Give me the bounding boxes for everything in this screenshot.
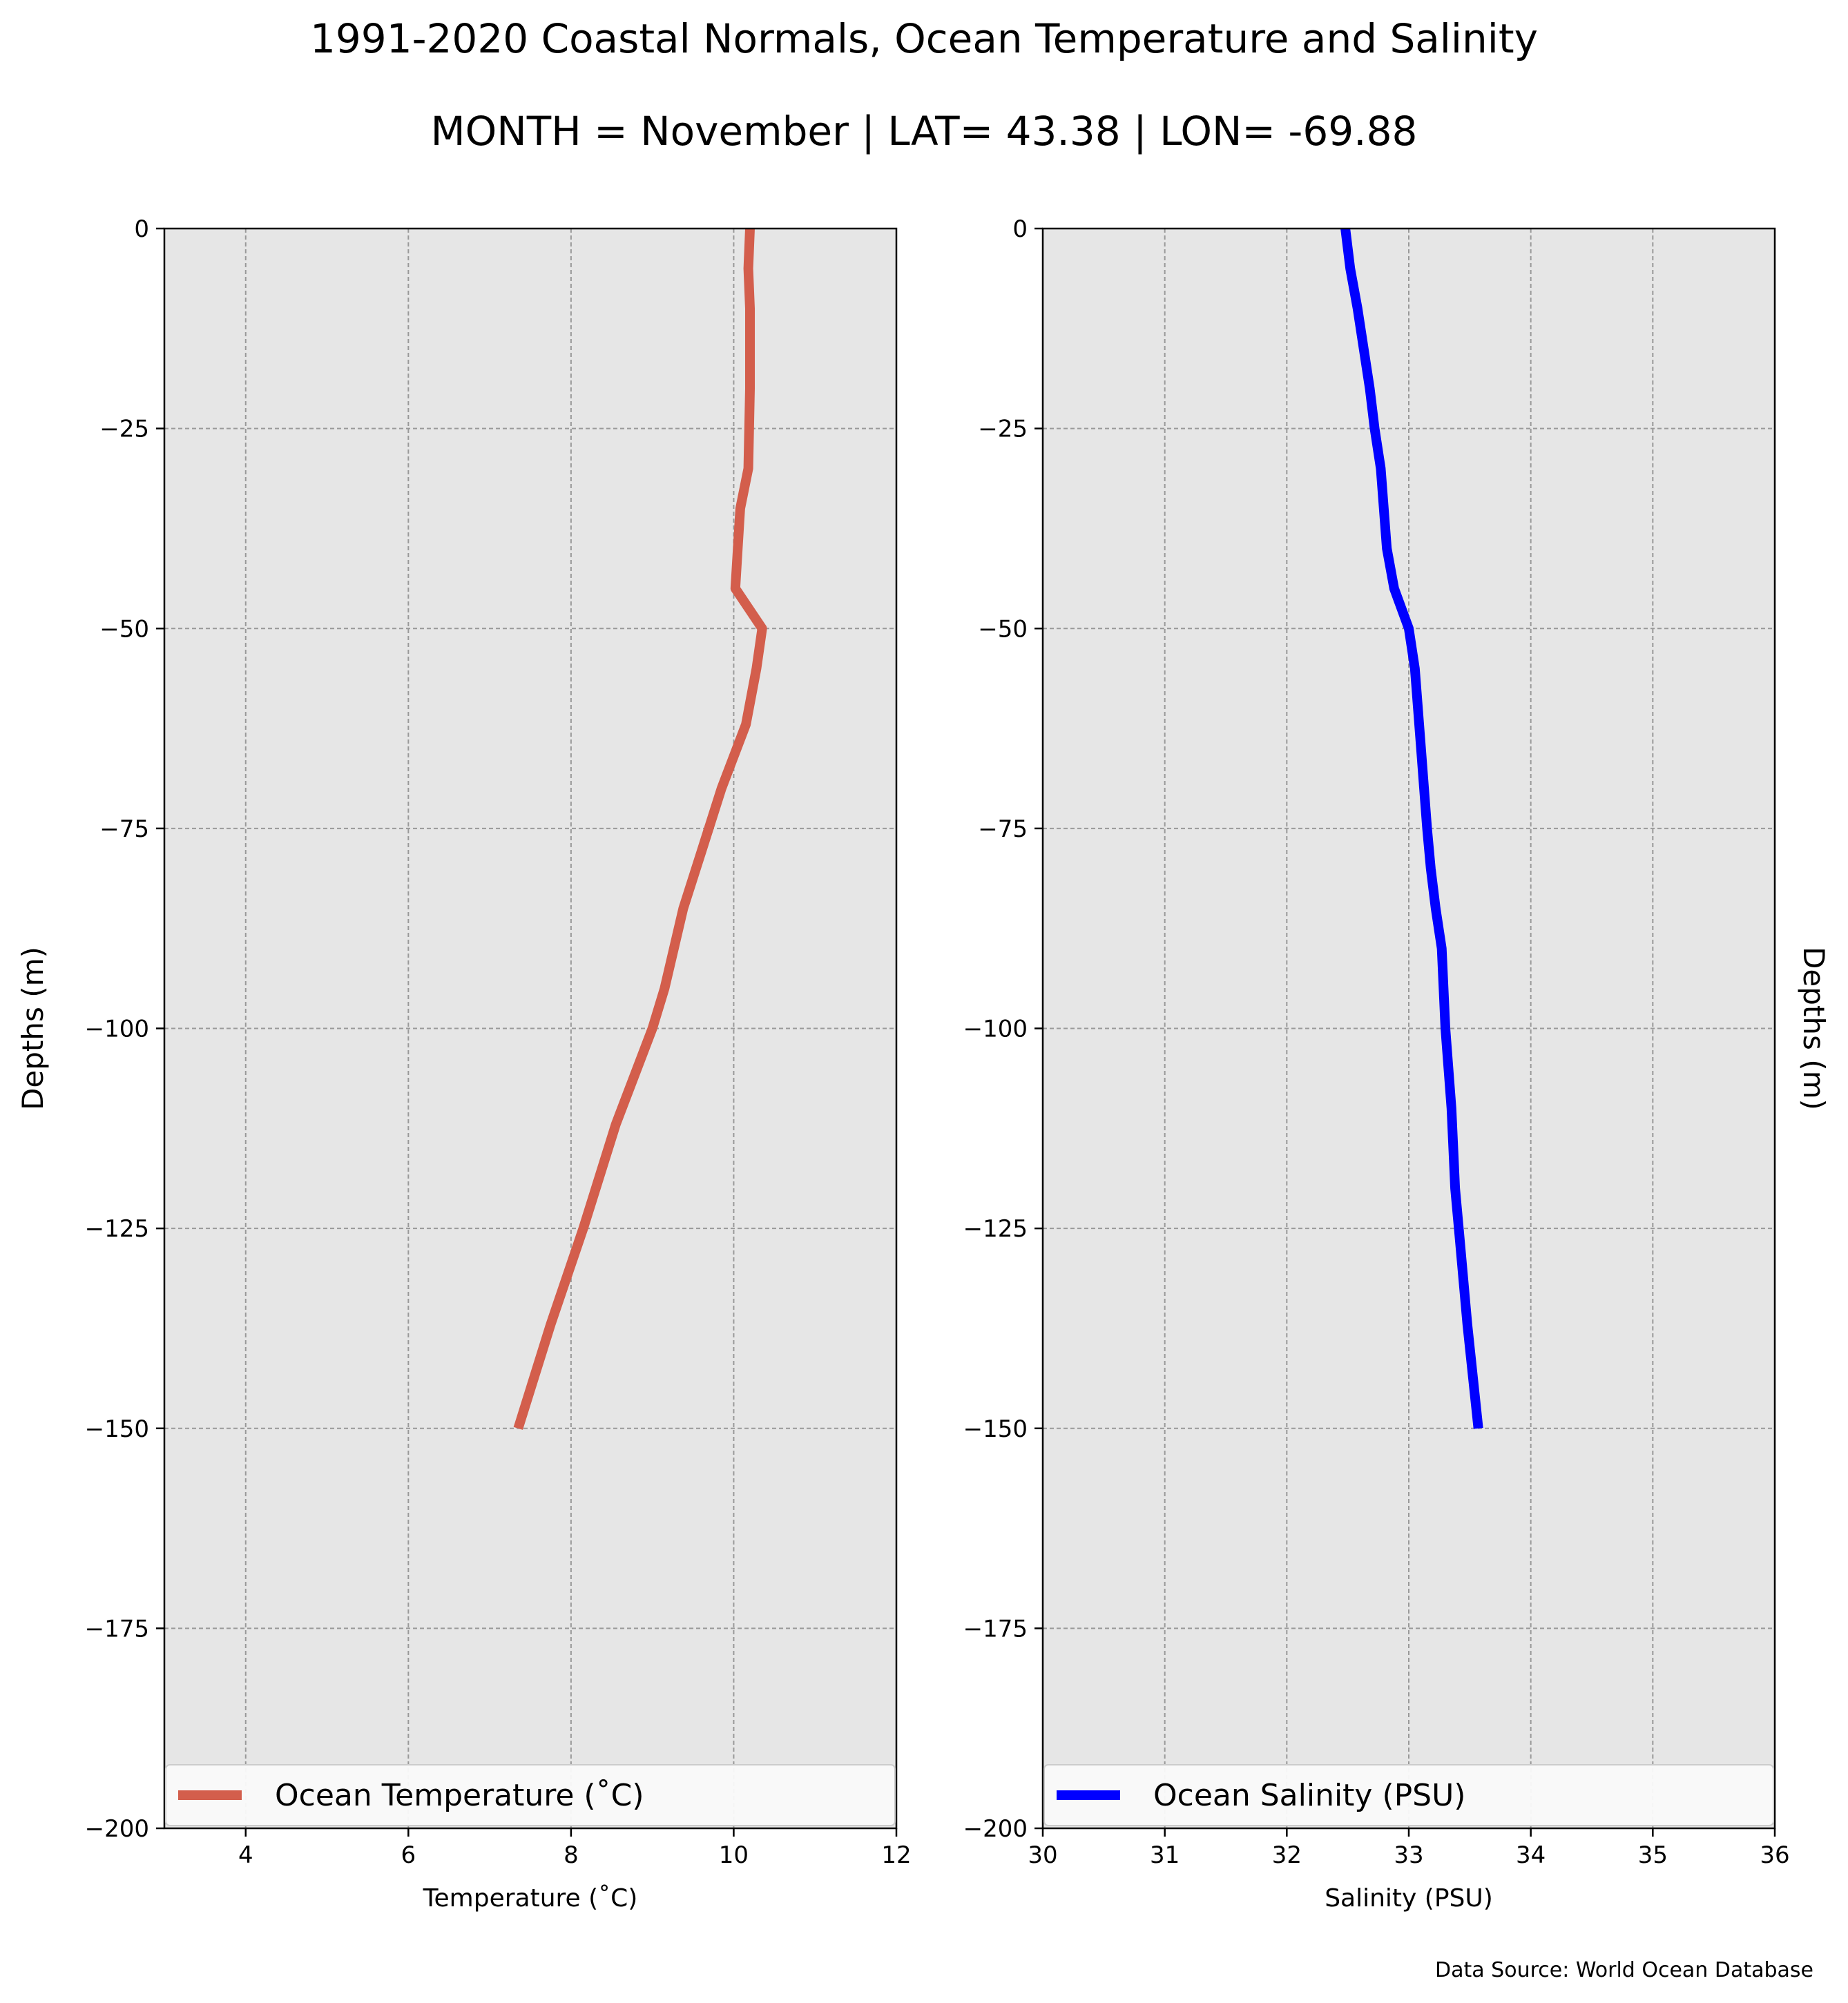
y-tick-label: −100 — [85, 1016, 149, 1043]
y-tick-label: −150 — [85, 1415, 149, 1443]
y-tick-label: −50 — [978, 615, 1028, 643]
y-tick-label: −175 — [85, 1615, 149, 1643]
y-tick-label: −125 — [85, 1215, 149, 1243]
chart-title: 1991-2020 Coastal Normals, Ocean Tempera… — [310, 15, 1538, 62]
salinity-panel: 30 31 32 33 34 35 36 0 −25 −50 −75 −100 −125 −150 −175… — [963, 215, 1831, 1913]
x-tick-label: 4 — [238, 1841, 253, 1869]
legend-label: Ocean Temperature (˚C) — [275, 1778, 644, 1813]
legend: Ocean Salinity (PSU) — [1043, 1764, 1774, 1826]
y-tick-label: −150 — [963, 1415, 1028, 1443]
chart-subtitle: MONTH = November | LAT= 43.38 | LON= -69… — [430, 108, 1418, 155]
y-tick-label: −75 — [99, 815, 149, 843]
y-tick-label: −100 — [963, 1016, 1028, 1043]
x-tick-label: 6 — [401, 1841, 416, 1869]
legend-label: Ocean Salinity (PSU) — [1153, 1778, 1465, 1813]
x-tick-label: 33 — [1394, 1841, 1423, 1869]
x-tick-label: 8 — [564, 1841, 579, 1869]
x-axis-label: Salinity (PSU) — [1325, 1884, 1493, 1913]
x-tick-label: 35 — [1638, 1841, 1668, 1869]
legend-box — [165, 1764, 896, 1826]
x-tick-label: 31 — [1150, 1841, 1180, 1869]
x-tick-label: 10 — [719, 1841, 749, 1869]
y-axis-label: Depths (m) — [1797, 947, 1831, 1110]
x-tick-label: 36 — [1760, 1841, 1789, 1869]
y-tick-label: −200 — [963, 1815, 1028, 1843]
legend: Ocean Temperature (˚C) — [165, 1764, 896, 1826]
x-tick-label: 30 — [1028, 1841, 1057, 1869]
y-tick-label: −50 — [99, 615, 149, 643]
x-tick-label: 34 — [1516, 1841, 1546, 1869]
y-tick-label: −175 — [963, 1615, 1028, 1643]
y-tick-label: 0 — [134, 215, 149, 243]
y-tick-label: 0 — [1012, 215, 1028, 243]
y-axis-label: Depths (m) — [16, 947, 50, 1110]
y-tick-label: −25 — [99, 416, 149, 443]
x-tick-label: 12 — [881, 1841, 911, 1869]
x-axis-label: Temperature (˚C) — [423, 1884, 638, 1913]
y-tick-label: −200 — [85, 1815, 149, 1843]
data-source-note: Data Source: World Ocean Database — [1435, 1958, 1813, 1982]
legend-box — [1043, 1764, 1774, 1826]
y-tick-label: −25 — [978, 416, 1028, 443]
y-tick-label: −125 — [963, 1215, 1028, 1243]
salinity-profile-line — [1340, 228, 1483, 1429]
x-tick-label: 32 — [1272, 1841, 1302, 1869]
y-tick-label: −75 — [978, 815, 1028, 843]
temperature-panel: 4 6 8 10 12 0 −25 −50 −75 −100 −125 −150 −175 −200 Tem… — [16, 215, 912, 1913]
temperature-profile-line — [513, 228, 767, 1430]
